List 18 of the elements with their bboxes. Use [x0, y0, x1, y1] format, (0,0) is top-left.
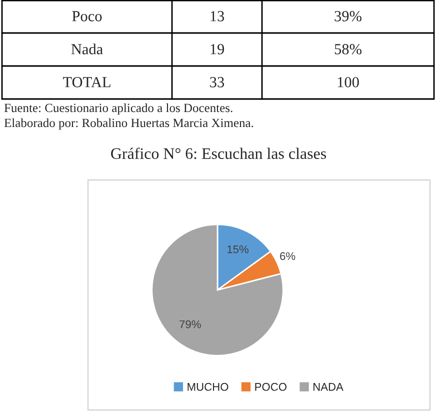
text: Poco [72, 11, 102, 22]
legend-label: MUCHO [188, 382, 228, 391]
text: 19 [210, 44, 224, 54]
source-note: Fuente: Cuestionario aplicado a los Docentes. [4, 103, 232, 115]
text: Nada [71, 44, 103, 54]
text: 33 [210, 77, 224, 88]
data-label: 79% [180, 320, 201, 328]
text: 100 [338, 77, 359, 88]
data-label: 6% [280, 252, 296, 260]
text: 13 [210, 11, 224, 22]
text: 39% [334, 11, 362, 22]
text: 58% [334, 44, 362, 54]
text: TOTAL [62, 77, 110, 88]
data-label: 15% [227, 245, 248, 254]
text: Elaborado por: Robalino Huertas Marcia Ximena. [4, 118, 254, 130]
legend-label: NADA [313, 383, 344, 391]
legend-label: POCO [255, 382, 286, 391]
chart-title: Gráfico N° 6: Escuchan las clases [111, 148, 326, 160]
